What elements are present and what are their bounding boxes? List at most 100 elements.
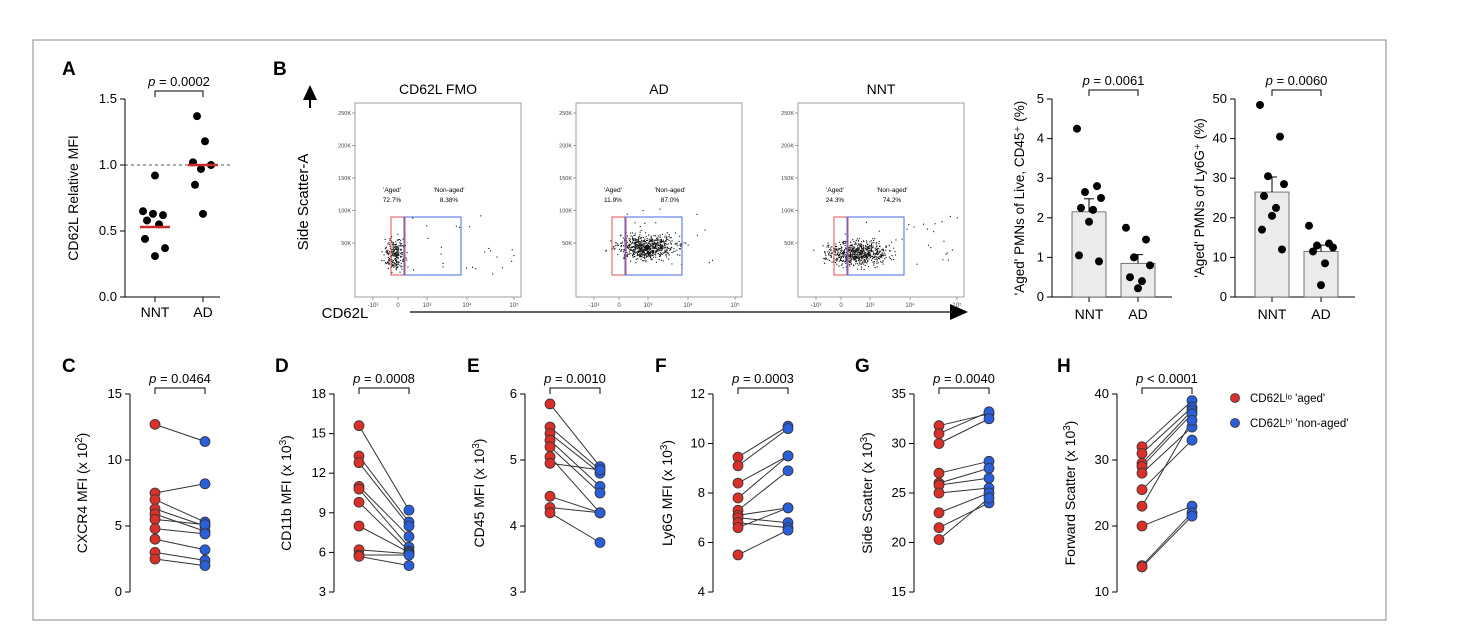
- panel-f-y-tick-label: 10: [691, 436, 705, 451]
- flow-event: [868, 247, 870, 249]
- flow-event: [841, 255, 843, 257]
- flow-event: [632, 256, 634, 258]
- flow-event: [661, 253, 663, 255]
- flow-event: [391, 255, 393, 257]
- flow-event: [638, 247, 640, 249]
- flow-event: [620, 245, 622, 247]
- flow-event: [675, 243, 677, 245]
- panel-letter-g: G: [855, 356, 870, 377]
- panel-e-y-tick-label: 5: [510, 452, 517, 467]
- flow-event: [864, 260, 866, 262]
- flow-event: [680, 243, 682, 245]
- flow-event: [647, 246, 649, 248]
- flow-event: [644, 243, 646, 245]
- flow-event: [867, 254, 869, 256]
- flow-event: [637, 258, 639, 260]
- flow-event: [843, 240, 845, 242]
- flow-event: [396, 267, 398, 269]
- flow-event: [644, 248, 646, 250]
- panel-e-nonaged-point: [594, 507, 606, 519]
- panel-d-pair-line: [358, 549, 410, 555]
- flow-event: [650, 235, 652, 237]
- flow-event: [663, 242, 665, 244]
- flow-event: [661, 244, 663, 246]
- flow-event: [890, 259, 892, 261]
- panel-f-y-tick-label: 6: [698, 535, 705, 550]
- flow-event: [440, 253, 442, 255]
- flow-event: [655, 243, 657, 245]
- flow-event: [395, 268, 397, 270]
- flow-event: [398, 252, 400, 254]
- flow-event: [632, 255, 634, 257]
- panel-e-y-tick-label: 3: [510, 584, 517, 599]
- flow-event: [666, 238, 668, 240]
- flow-event: [412, 217, 414, 219]
- flow-event: [651, 241, 653, 243]
- flow-event: [626, 254, 628, 256]
- flow-event: [863, 257, 865, 259]
- flow-event: [655, 256, 657, 258]
- flow-event: [649, 249, 651, 251]
- flow-event: [650, 255, 652, 257]
- flow-event: [400, 249, 402, 251]
- flow-event: [878, 258, 880, 260]
- panel-h-y-label: Forward Scatter (x 103): [1062, 421, 1078, 566]
- flow-event: [622, 241, 624, 243]
- flow-event: [667, 253, 669, 255]
- flow-event: [389, 245, 391, 247]
- flow-event: [653, 247, 655, 249]
- panel-g-aged-point: [933, 438, 945, 449]
- panel-b-bar2-y-tick-label: 30: [1213, 170, 1227, 185]
- flow-event: [861, 252, 863, 254]
- flow-event: [633, 246, 635, 248]
- flow-event: [876, 259, 878, 261]
- flow-event: [845, 256, 847, 258]
- flow-plot-frame: [797, 102, 965, 298]
- flow-event: [636, 239, 638, 241]
- flow-event: [891, 241, 893, 243]
- flow-event: [842, 267, 844, 269]
- flow-event: [396, 256, 398, 258]
- flow-event: [696, 234, 698, 236]
- flow-event: [632, 241, 634, 243]
- flow-event: [881, 248, 883, 250]
- flow-event: [628, 251, 630, 253]
- panel-g-pair-line: [938, 411, 990, 435]
- flow-event: [855, 248, 857, 250]
- flow-event: [391, 258, 393, 260]
- flow-event: [865, 249, 867, 251]
- flow-event: [867, 248, 869, 250]
- flow-event: [631, 249, 633, 251]
- flow-event: [629, 238, 631, 240]
- flow-event: [648, 234, 650, 236]
- panel-b-bar1-y-tick-label: 3: [1037, 170, 1044, 185]
- flow-x-tick-label: 10⁴: [462, 302, 472, 309]
- panel-g-aged-point: [933, 534, 945, 545]
- flow-event: [844, 233, 846, 235]
- flow-event: [878, 230, 880, 232]
- flow-event: [633, 242, 635, 244]
- flow-event: [874, 256, 876, 258]
- flow-event: [640, 251, 642, 253]
- flow-event: [837, 250, 839, 252]
- flow-event: [660, 254, 662, 256]
- flow-event: [388, 253, 390, 255]
- flow-event: [644, 238, 646, 240]
- flow-event: [396, 247, 398, 249]
- flow-event: [869, 253, 871, 255]
- flow-event: [858, 243, 860, 245]
- panel-g-pair-line: [938, 418, 990, 444]
- flow-event: [633, 243, 635, 245]
- flow-event: [628, 243, 630, 245]
- legend-nonaged-label: CD62Lʰⁱ 'non-aged': [1250, 417, 1348, 430]
- panel-g-y-tick-label: 30: [892, 436, 906, 451]
- flow-event: [837, 254, 839, 256]
- flow-event: [842, 260, 844, 262]
- flow-event: [641, 247, 643, 249]
- flow-gate-aged: [833, 216, 849, 276]
- flow-event: [854, 254, 856, 256]
- flow-event: [658, 244, 660, 246]
